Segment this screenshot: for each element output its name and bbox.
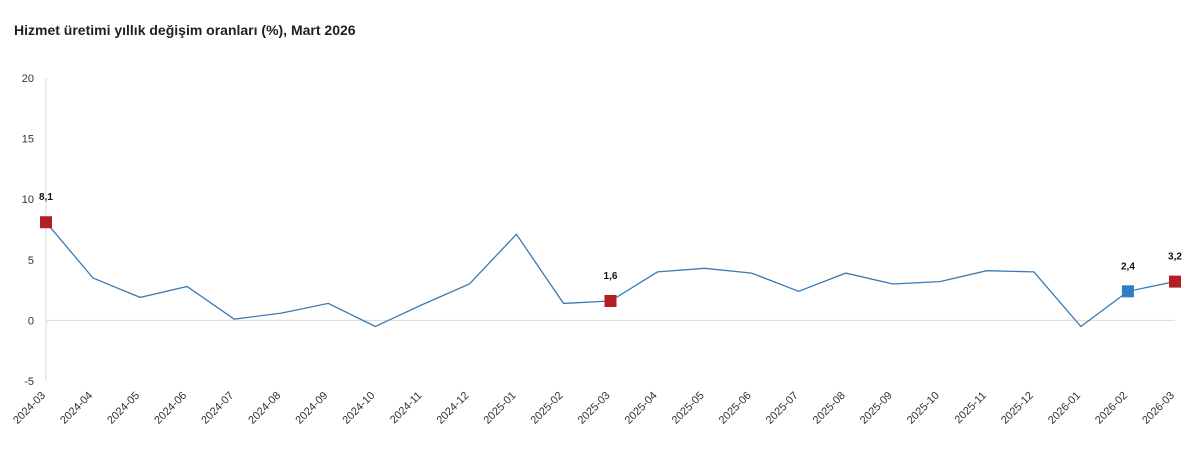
x-tick-label: 2025-07: [764, 390, 801, 427]
x-tick-label: 2025-02: [529, 390, 566, 427]
x-tick-label: 2025-01: [482, 390, 519, 427]
y-tick-label: 5: [28, 255, 34, 267]
y-tick-label: 15: [22, 134, 34, 146]
x-tick-label: 2026-02: [1093, 390, 1130, 427]
x-tick-label: 2026-03: [1140, 390, 1177, 427]
data-label: 3,2: [1168, 252, 1182, 263]
y-tick-label: 20: [22, 73, 34, 85]
plot-area: 8,1 1,6 2,4 3,2: [39, 192, 1182, 328]
highlight-marker: [40, 216, 52, 229]
x-tick-label: 2025-03: [576, 390, 613, 427]
data-label: 2,4: [1121, 261, 1135, 272]
x-tick-label: 2024-07: [199, 390, 236, 427]
x-tick-label: 2024-12: [434, 390, 471, 427]
highlight-marker: [604, 295, 617, 308]
data-label: 8,1: [39, 192, 53, 203]
x-tick-label: 2025-04: [623, 390, 660, 427]
x-tick-label: 2025-12: [999, 390, 1036, 427]
x-tick-label: 2024-03: [11, 390, 48, 427]
x-tick-label: 2025-10: [905, 390, 942, 427]
x-tick-label: 2024-05: [105, 390, 142, 427]
x-tick-label: 2026-01: [1046, 390, 1083, 427]
x-tick-label: 2025-06: [717, 390, 754, 427]
x-tick-label: 2024-09: [293, 390, 330, 427]
y-axis: 20 15 10 5 0 -5: [22, 73, 1175, 388]
x-tick-label: 2024-10: [340, 390, 377, 427]
x-tick-label: 2024-06: [152, 390, 189, 427]
x-tick-label: 2025-11: [952, 390, 988, 426]
x-tick-label: 2025-08: [811, 390, 848, 427]
x-tick-label: 2025-05: [670, 390, 707, 427]
x-tick-label: 2024-11: [388, 390, 424, 426]
y-tick-label: 0: [28, 315, 34, 327]
x-tick-label: 2025-09: [858, 390, 895, 427]
x-axis: 2024-03 2024-04 2024-05 2024-06 2024-07 2024-…: [11, 390, 1177, 427]
highlight-marker: [1169, 275, 1181, 288]
chart-title: Hizmet üretimi yıllık değişim oranları (…: [14, 22, 356, 38]
highlight-marker: [1121, 285, 1134, 298]
x-tick-label: 2024-08: [246, 390, 283, 427]
x-tick-label: 2024-04: [58, 390, 95, 427]
y-tick-label: -5: [24, 376, 34, 388]
y-tick-label: 10: [22, 194, 34, 206]
data-label: 1,6: [604, 271, 618, 282]
